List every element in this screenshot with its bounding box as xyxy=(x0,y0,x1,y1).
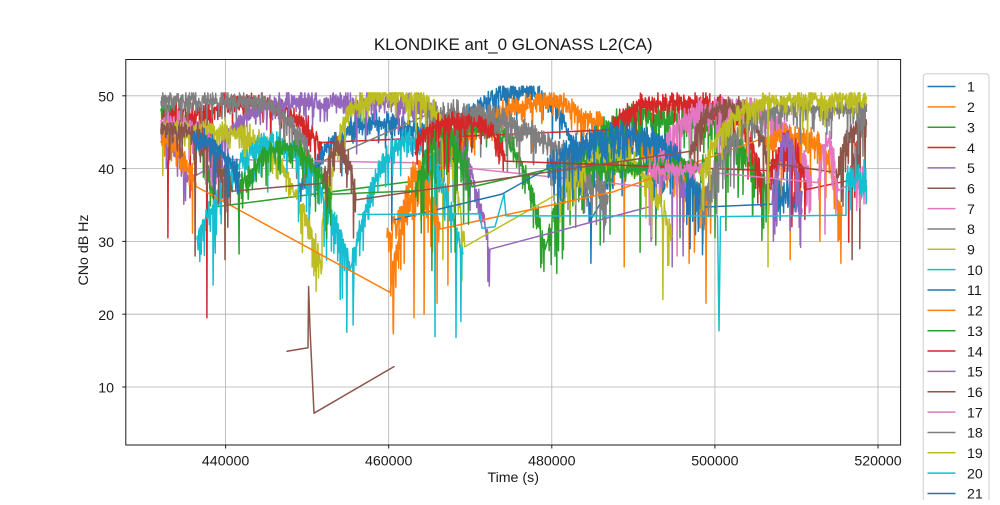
svg-text:5: 5 xyxy=(967,161,975,177)
svg-text:17: 17 xyxy=(967,405,983,421)
svg-text:13: 13 xyxy=(967,324,983,340)
svg-text:11: 11 xyxy=(967,283,982,299)
svg-text:460000: 460000 xyxy=(365,454,412,470)
svg-text:14: 14 xyxy=(967,344,983,360)
svg-text:520000: 520000 xyxy=(854,454,901,470)
svg-text:440000: 440000 xyxy=(202,454,249,470)
svg-text:KLONDIKE ant_0 GLONASS L2(CA): KLONDIKE ant_0 GLONASS L2(CA) xyxy=(374,35,653,54)
svg-text:3: 3 xyxy=(967,120,975,136)
svg-text:2: 2 xyxy=(967,100,975,116)
svg-text:19: 19 xyxy=(967,446,983,462)
svg-text:480000: 480000 xyxy=(528,454,575,470)
svg-text:10: 10 xyxy=(967,263,983,279)
svg-text:8: 8 xyxy=(967,222,975,238)
svg-text:9: 9 xyxy=(967,243,975,259)
svg-text:6: 6 xyxy=(967,181,975,197)
svg-text:CNo dB Hz: CNo dB Hz xyxy=(76,215,92,286)
svg-text:1: 1 xyxy=(967,80,975,96)
svg-text:21: 21 xyxy=(967,487,983,500)
svg-text:30: 30 xyxy=(98,235,114,251)
svg-text:7: 7 xyxy=(967,202,975,218)
svg-text:18: 18 xyxy=(967,426,983,442)
svg-text:40: 40 xyxy=(98,162,114,178)
svg-text:16: 16 xyxy=(967,385,983,401)
svg-text:500000: 500000 xyxy=(691,454,738,470)
svg-text:20: 20 xyxy=(967,466,983,482)
svg-text:20: 20 xyxy=(98,308,114,324)
svg-text:Time (s): Time (s) xyxy=(487,470,539,486)
svg-text:10: 10 xyxy=(98,381,114,397)
svg-text:12: 12 xyxy=(967,304,983,320)
svg-text:15: 15 xyxy=(967,365,983,381)
svg-text:4: 4 xyxy=(967,141,975,157)
svg-text:50: 50 xyxy=(98,89,114,105)
